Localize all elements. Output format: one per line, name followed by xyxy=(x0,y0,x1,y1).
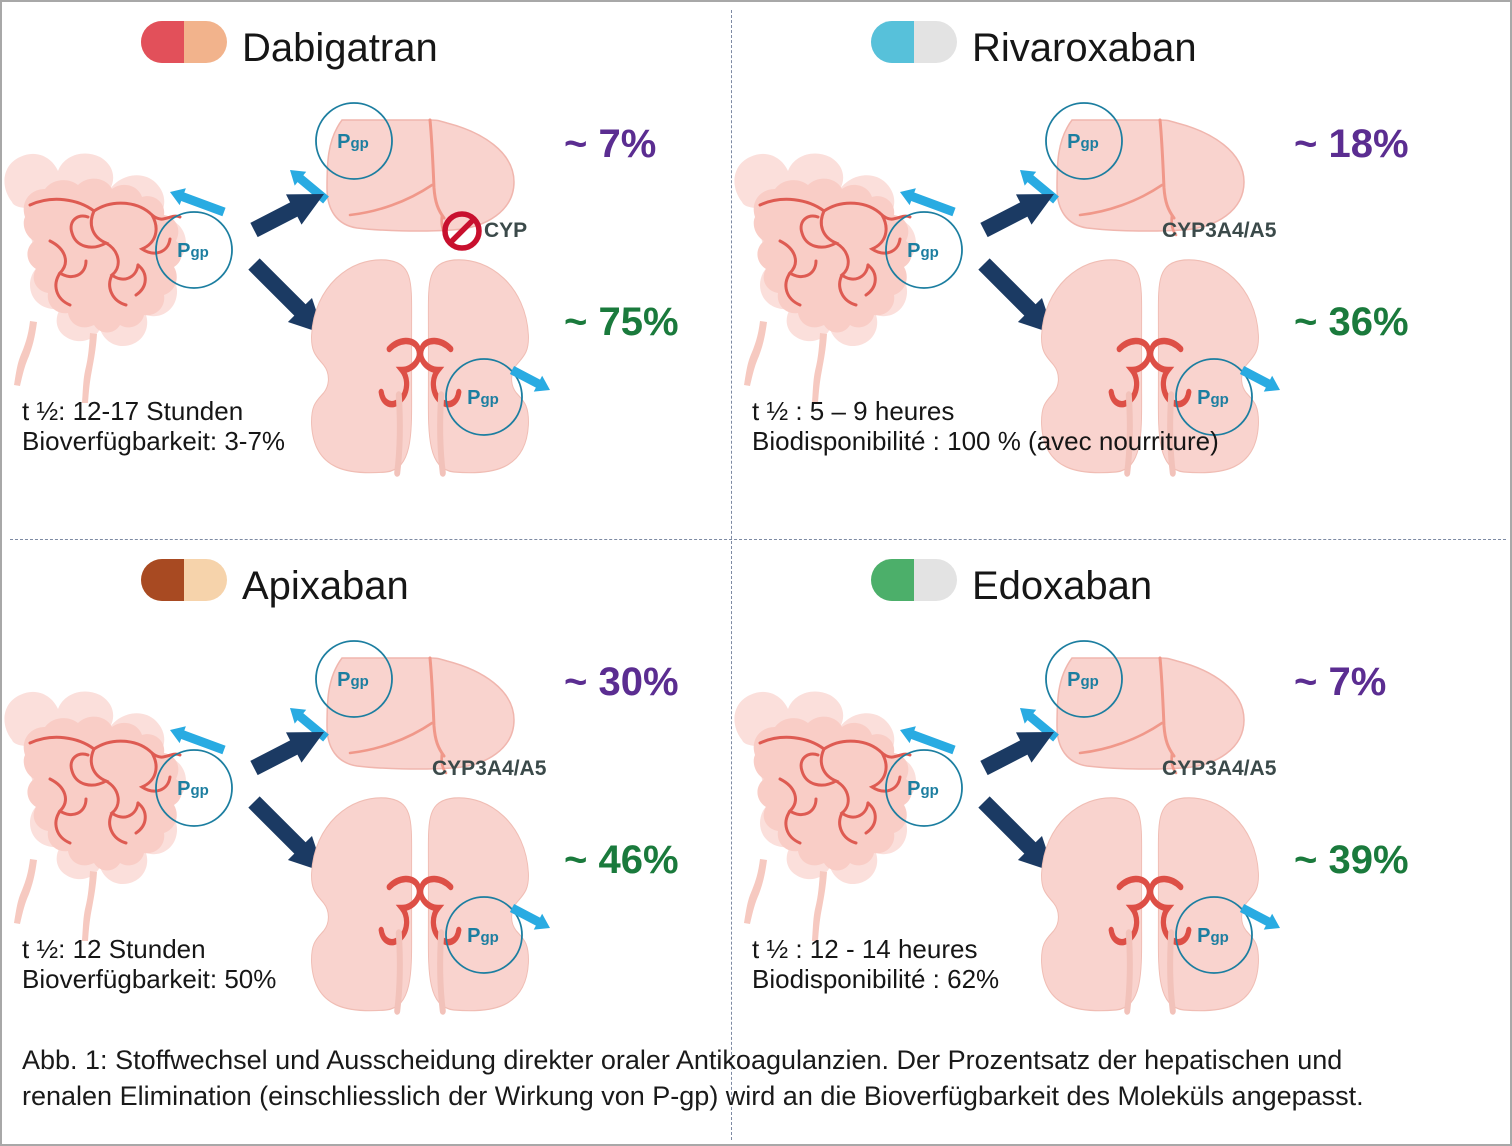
svg-text:Pgp: Pgp xyxy=(337,131,369,153)
svg-text:Edoxaban: Edoxaban xyxy=(972,564,1152,608)
svg-text:Pgp: Pgp xyxy=(907,240,939,262)
svg-text:Pgp: Pgp xyxy=(337,669,369,691)
svg-text:Biodisponibilité : 100 % (avec: Biodisponibilité : 100 % (avec nourritur… xyxy=(752,426,1219,456)
svg-text:Pgp: Pgp xyxy=(1067,669,1099,691)
svg-text:~ 75%: ~ 75% xyxy=(564,300,679,344)
svg-text:t ½ : 12 - 14 heures: t ½ : 12 - 14 heures xyxy=(752,934,977,964)
svg-text:~ 18%: ~ 18% xyxy=(1294,122,1409,166)
svg-text:Apixaban: Apixaban xyxy=(242,564,409,608)
svg-text:t ½: 12-17 Stunden: t ½: 12-17 Stunden xyxy=(22,396,243,426)
svg-text:Bioverfügbarkeit: 3-7%: Bioverfügbarkeit: 3-7% xyxy=(22,426,285,456)
svg-text:~ 36%: ~ 36% xyxy=(1294,300,1409,344)
svg-text:Pgp: Pgp xyxy=(177,778,209,800)
svg-text:CYP3A4/A5: CYP3A4/A5 xyxy=(1162,757,1277,780)
svg-text:Pgp: Pgp xyxy=(1197,387,1229,409)
svg-text:Biodisponibilité : 62%: Biodisponibilité : 62% xyxy=(752,964,999,994)
svg-text:t ½ : 5 – 9 heures: t ½ : 5 – 9 heures xyxy=(752,396,954,426)
svg-text:~ 7%: ~ 7% xyxy=(1294,660,1386,704)
svg-text:Pgp: Pgp xyxy=(1197,925,1229,947)
svg-text:Pgp: Pgp xyxy=(177,240,209,262)
svg-text:CYP: CYP xyxy=(484,219,527,242)
svg-text:Pgp: Pgp xyxy=(1067,131,1099,153)
svg-text:~ 46%: ~ 46% xyxy=(564,838,679,882)
svg-text:Dabigatran: Dabigatran xyxy=(242,26,438,70)
svg-text:t ½: 12 Stunden: t ½: 12 Stunden xyxy=(22,934,206,964)
svg-text:~ 7%: ~ 7% xyxy=(564,122,656,166)
svg-text:~ 39%: ~ 39% xyxy=(1294,838,1409,882)
svg-text:Rivaroxaban: Rivaroxaban xyxy=(972,26,1197,70)
svg-text:Pgp: Pgp xyxy=(467,387,499,409)
svg-text:Bioverfügbarkeit: 50%: Bioverfügbarkeit: 50% xyxy=(22,964,276,994)
svg-text:CYP3A4/A5: CYP3A4/A5 xyxy=(1162,219,1277,242)
svg-text:Pgp: Pgp xyxy=(467,925,499,947)
svg-text:Pgp: Pgp xyxy=(907,778,939,800)
svg-text:~ 30%: ~ 30% xyxy=(564,660,679,704)
svg-text:CYP3A4/A5: CYP3A4/A5 xyxy=(432,757,547,780)
